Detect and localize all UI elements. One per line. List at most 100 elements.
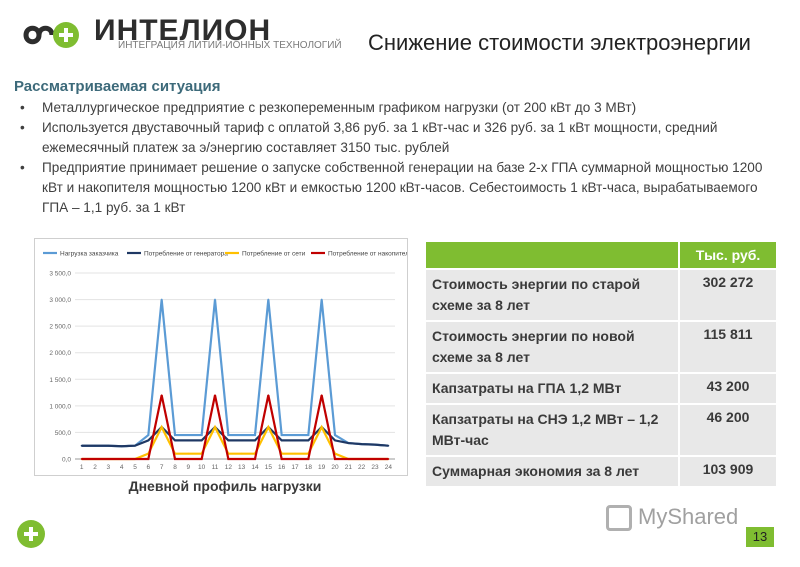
data-point: [267, 426, 270, 429]
x-tick-label: 8: [173, 464, 177, 471]
legend-label: Потребление от генератора: [144, 250, 228, 258]
data-point: [200, 458, 203, 460]
data-point: [227, 458, 230, 460]
data-point: [174, 439, 176, 442]
x-tick-label: 20: [331, 464, 339, 471]
page-number: 13: [746, 527, 774, 547]
x-tick-label: 10: [198, 464, 206, 471]
bullet-item: Используется двуставочный тариф с оплато…: [20, 118, 785, 158]
watermark-text: MyShared: [638, 504, 739, 529]
data-point: [80, 458, 83, 460]
data-point: [187, 452, 190, 455]
table-row: Суммарная экономия за 8 лет 103 909: [426, 457, 776, 486]
table-row: Капзатраты на СНЭ 1,2 МВт – 1,2 МВт-час …: [426, 405, 776, 455]
infinity-logo-icon: [23, 22, 79, 48]
x-tick-label: 23: [371, 464, 379, 471]
data-point: [347, 442, 350, 444]
data-point: [347, 458, 350, 460]
row-value: 115 811: [680, 322, 776, 372]
y-tick-label: 3 500,0: [49, 271, 71, 278]
data-point: [320, 298, 323, 301]
data-point: [374, 443, 376, 446]
data-point: [160, 426, 163, 429]
y-tick-label: 0,0: [62, 457, 71, 464]
series-line: [81, 424, 389, 461]
data-point: [147, 458, 150, 460]
data-point: [294, 439, 296, 442]
table-header-empty: [426, 242, 678, 268]
presentation-board-icon: [606, 505, 632, 532]
data-point: [267, 394, 270, 397]
bullet-item: Предприятие принимает решение о запуске …: [20, 158, 785, 218]
row-value: 43 200: [680, 374, 776, 403]
intelion-logo: ИНТЕЛИОН ИНТЕГРАЦИЯ ЛИТИЙ-ИОННЫХ ТЕХНОЛО…: [22, 14, 342, 56]
y-tick-label: 500,0: [55, 430, 72, 437]
x-tick-label: 15: [265, 464, 273, 471]
y-tick-label: 2 500,0: [49, 324, 71, 331]
data-point: [120, 445, 123, 448]
plus-badge-icon: [17, 520, 45, 548]
data-point: [147, 434, 150, 436]
x-tick-label: 3: [107, 464, 111, 471]
data-point: [227, 439, 230, 442]
table-row: Стоимость энергии по новой схеме за 8 ле…: [426, 322, 776, 372]
watermark: MyShared: [606, 504, 739, 532]
data-point: [200, 439, 203, 442]
data-point: [107, 458, 110, 460]
data-point: [280, 439, 283, 442]
data-point: [320, 426, 323, 429]
data-point: [214, 426, 216, 429]
row-label: Стоимость энергии по новой схеме за 8 ле…: [426, 322, 678, 372]
y-tick-label: 2 000,0: [49, 350, 71, 357]
y-tick-label: 1 500,0: [49, 377, 71, 384]
load-profile-chart: 0,0 500,0 1 000,0 1 500,0 2 000,0 2 500,0 3 00…: [34, 238, 408, 476]
x-tick-label: 6: [147, 464, 151, 471]
x-tick-label: 5: [133, 464, 137, 471]
data-point: [387, 458, 390, 460]
x-tick-label: 4: [120, 464, 124, 471]
data-point: [134, 444, 136, 447]
data-point: [147, 439, 150, 442]
data-point: [280, 458, 283, 460]
x-tick-label: 9: [187, 464, 191, 471]
data-point: [334, 439, 336, 442]
data-point: [307, 439, 310, 442]
chart-caption: Дневной профиль нагрузки: [128, 478, 322, 494]
data-point: [294, 452, 296, 455]
data-point: [307, 434, 310, 436]
data-point: [320, 394, 323, 397]
data-point: [280, 434, 283, 436]
x-tick-label: 13: [238, 464, 246, 471]
legend-label: Потребление от сети: [242, 250, 306, 258]
x-tick-label: 17: [291, 464, 299, 471]
data-point: [80, 444, 83, 447]
data-point: [254, 434, 256, 436]
x-tick-label: 12: [225, 464, 233, 471]
data-point: [160, 298, 163, 301]
data-point: [334, 458, 336, 460]
x-tick-label: 11: [212, 464, 219, 471]
bullet-item: Металлургическое предприятие с резкопере…: [20, 98, 785, 118]
situation-bullet-list: Металлургическое предприятие с резкопере…: [20, 98, 785, 218]
data-point: [374, 458, 376, 460]
legend-label: Потребление от накопителя: [328, 250, 407, 258]
data-point: [94, 444, 96, 447]
table-header-unit: Тыс. руб.: [680, 242, 776, 268]
x-tick-label: 22: [358, 464, 366, 471]
data-point: [160, 394, 163, 397]
data-point: [240, 434, 243, 436]
y-tick-label: 1 000,0: [49, 403, 71, 410]
data-point: [360, 458, 363, 460]
data-point: [187, 458, 190, 460]
y-tick-label: 3 000,0: [49, 297, 71, 304]
legend-label: Нагрузка заказчика: [60, 251, 119, 258]
x-tick-label: 1: [80, 464, 84, 471]
data-point: [307, 458, 310, 460]
x-tick-label: 18: [305, 464, 313, 471]
row-label: Капзатраты на СНЭ 1,2 МВт – 1,2 МВт-час: [426, 405, 678, 455]
x-tick-label: 16: [278, 464, 286, 471]
series-line: [81, 425, 389, 448]
table-row: Капзатраты на ГПА 1,2 МВт 43 200: [426, 374, 776, 403]
x-tick-label: 24: [385, 464, 393, 471]
chart-canvas: 0,0 500,0 1 000,0 1 500,0 2 000,0 2 500,0 3 00…: [43, 250, 407, 471]
